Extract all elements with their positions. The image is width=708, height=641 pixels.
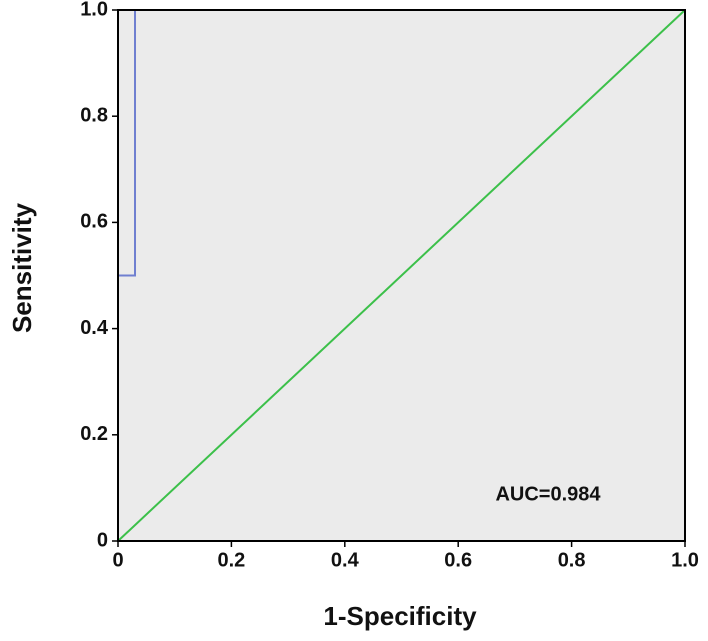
- x-tick-label: 0.4: [331, 549, 360, 571]
- x-tick-label: 0.6: [444, 549, 472, 571]
- annotation: AUC=0.984: [495, 483, 601, 505]
- y-tick-label: 0.2: [80, 423, 108, 445]
- y-tick-label: 0.4: [80, 317, 109, 339]
- roc-line: [117, 9, 686, 542]
- y-tick-label: 0.6: [80, 211, 108, 233]
- x-tick-label: 0.8: [558, 549, 586, 571]
- x-tick-label: 1.0: [671, 549, 699, 571]
- x-tick-label: 0: [112, 549, 123, 571]
- y-tick-label: 0: [97, 529, 108, 551]
- y-axis-title: Sensitivity: [7, 202, 37, 333]
- plot-border: [117, 9, 686, 542]
- x-tick-label: 0.2: [217, 549, 245, 571]
- y-tick-label: 1.0: [80, 0, 108, 20]
- x-axis-title: 1-Specificity: [323, 601, 477, 631]
- y-tick-label: 0.8: [80, 104, 108, 126]
